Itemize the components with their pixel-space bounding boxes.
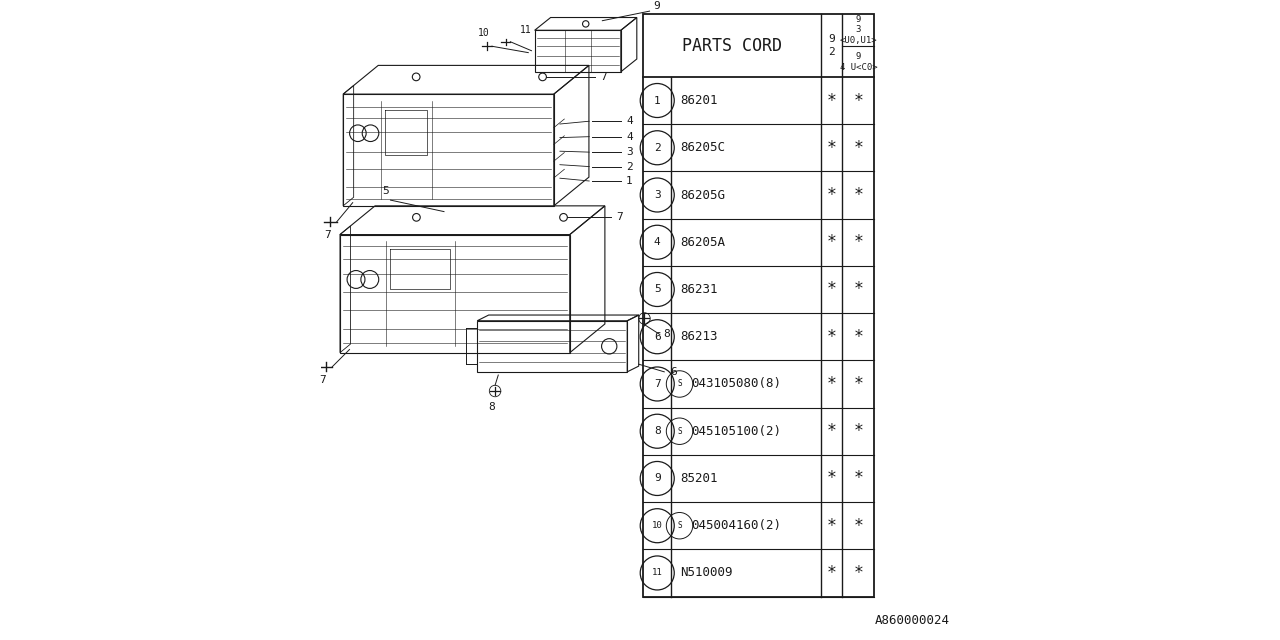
Text: 86231: 86231 (680, 283, 718, 296)
Text: 2: 2 (626, 162, 632, 172)
Text: *: * (827, 422, 837, 440)
Text: S: S (677, 380, 682, 388)
Text: 1: 1 (654, 95, 660, 106)
Text: 9: 9 (654, 474, 660, 483)
Text: 7: 7 (654, 379, 660, 389)
Text: *: * (827, 328, 837, 346)
Text: 86201: 86201 (680, 94, 718, 107)
Text: *: * (827, 139, 837, 157)
Text: 86205C: 86205C (680, 141, 726, 154)
Text: 043105080(8): 043105080(8) (691, 378, 781, 390)
Text: 86213: 86213 (680, 330, 718, 343)
Text: 3: 3 (654, 190, 660, 200)
Text: 85201: 85201 (680, 472, 718, 485)
Text: *: * (854, 470, 863, 488)
Text: *: * (854, 375, 863, 393)
Text: *: * (827, 470, 837, 488)
Text: *: * (827, 564, 837, 582)
Text: *: * (854, 422, 863, 440)
Text: 8: 8 (663, 330, 669, 339)
Text: 6: 6 (654, 332, 660, 342)
Text: S: S (677, 521, 682, 530)
Text: *: * (827, 280, 837, 298)
Text: *: * (827, 375, 837, 393)
Text: A860000024: A860000024 (874, 614, 950, 627)
Text: *: * (827, 233, 837, 252)
Text: S: S (677, 427, 682, 436)
Text: *: * (854, 328, 863, 346)
Text: 8: 8 (654, 426, 660, 436)
Text: *: * (854, 92, 863, 109)
Text: 045105100(2): 045105100(2) (691, 425, 781, 438)
Text: 4: 4 (626, 132, 632, 141)
Text: *: * (827, 516, 837, 534)
Text: 10: 10 (477, 28, 489, 38)
Text: *: * (854, 233, 863, 252)
Text: N510009: N510009 (680, 566, 732, 579)
Text: 2: 2 (654, 143, 660, 153)
Text: PARTS CORD: PARTS CORD (682, 36, 782, 54)
Text: *: * (854, 186, 863, 204)
Text: 4: 4 (626, 116, 632, 126)
Text: 10: 10 (652, 521, 663, 530)
Text: *: * (854, 564, 863, 582)
Text: 7: 7 (319, 374, 326, 385)
Text: 9
2: 9 2 (828, 35, 836, 57)
Text: *: * (854, 516, 863, 534)
Text: 7: 7 (617, 212, 623, 222)
Text: 11: 11 (520, 26, 531, 35)
Text: 11: 11 (652, 568, 663, 577)
Text: *: * (827, 92, 837, 109)
Text: 8: 8 (489, 402, 495, 412)
Text: 9
3
<U0,U1>: 9 3 <U0,U1> (840, 15, 877, 45)
Text: 5: 5 (654, 285, 660, 294)
Text: 1: 1 (626, 176, 632, 186)
Text: 86205G: 86205G (680, 189, 726, 202)
Text: 4: 4 (654, 237, 660, 247)
Text: 7: 7 (600, 72, 607, 82)
Text: 5: 5 (383, 186, 389, 196)
Text: 9: 9 (653, 1, 659, 11)
Text: 86205A: 86205A (680, 236, 726, 249)
Text: 045004160(2): 045004160(2) (691, 519, 781, 532)
Text: *: * (854, 280, 863, 298)
Text: 9
4 U<C0>: 9 4 U<C0> (840, 52, 877, 72)
Text: 3: 3 (626, 147, 632, 157)
Text: 6: 6 (671, 367, 677, 377)
Text: *: * (854, 139, 863, 157)
Text: *: * (827, 186, 837, 204)
Text: 7: 7 (324, 230, 330, 239)
